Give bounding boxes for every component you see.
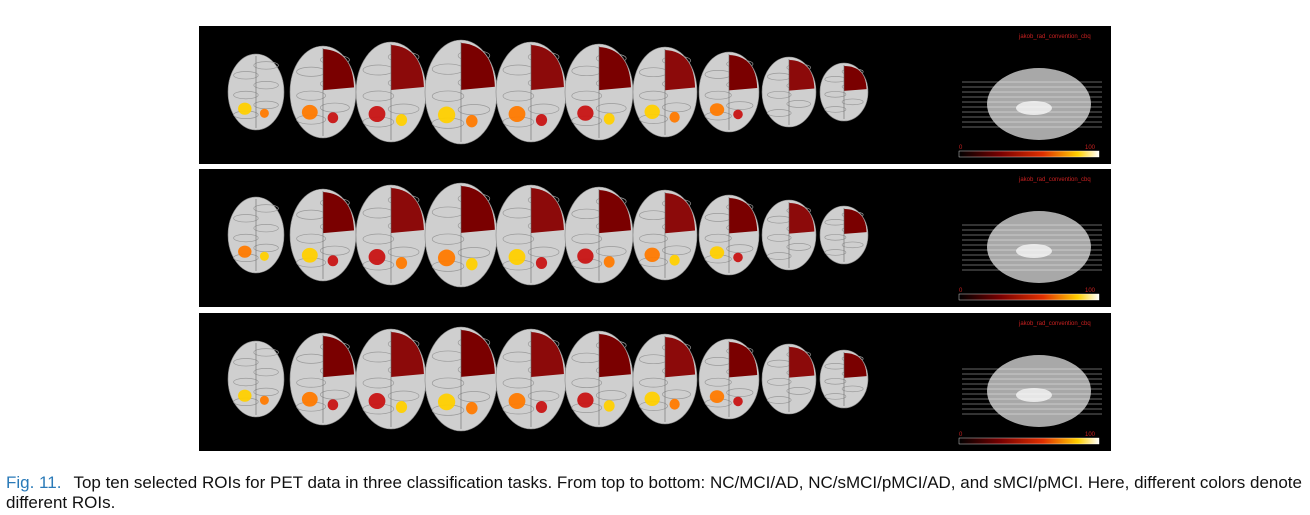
brain-slice: [632, 189, 698, 281]
sagittal-reference: [962, 355, 1102, 427]
brain-slice: [495, 328, 567, 430]
brain-slice: [819, 349, 869, 409]
color-scale-bar: [958, 150, 1100, 158]
brain-slice: [564, 186, 634, 284]
panel-corner-label: jakob_rad_convention_cbq: [1018, 177, 1091, 183]
brain-slice: [227, 340, 285, 418]
panel-1-slices: 0 100 jakob_rad_convention_cbq: [227, 34, 1102, 158]
scale-min-label: 0: [959, 288, 963, 294]
brain-slice: [495, 41, 567, 143]
brain-slice: [698, 194, 760, 276]
brain-slice: [564, 43, 634, 141]
brain-slice-panel-2: 0 100 jakob_rad_convention_cbq: [199, 169, 1111, 307]
panel-2-slices: 0 100 jakob_rad_convention_cbq: [227, 177, 1102, 301]
brain-slice: [495, 184, 567, 286]
caption-label: Fig. 11.: [6, 473, 62, 492]
caption-text: Top ten selected ROIs for PET data in th…: [6, 473, 1302, 512]
brain-slice: [355, 328, 427, 430]
brain-slice: [819, 205, 869, 265]
brain-slice: [761, 56, 817, 128]
sagittal-reference: [962, 68, 1102, 140]
brain-slice: [698, 51, 760, 133]
scale-max-label: 100: [1085, 432, 1096, 438]
sagittal-reference: [962, 211, 1102, 283]
brain-slice: [632, 46, 698, 138]
color-scale-bar: [958, 437, 1100, 445]
scale-min-label: 0: [959, 432, 963, 438]
brain-slice: [227, 53, 285, 131]
brain-slice: [424, 39, 498, 145]
panel-corner-label: jakob_rad_convention_cbq: [1018, 321, 1091, 327]
brain-slice: [424, 326, 498, 432]
brain-slice: [227, 196, 285, 274]
brain-slice: [632, 333, 698, 425]
brain-slice-panel-1: 0 100 jakob_rad_convention_cbq: [199, 26, 1111, 164]
brain-slice: [424, 182, 498, 288]
brain-slice: [761, 343, 817, 415]
scale-min-label: 0: [959, 145, 963, 151]
brain-slice: [355, 184, 427, 286]
brain-slice: [289, 332, 357, 426]
scale-max-label: 100: [1085, 145, 1096, 151]
brain-slice-panel-3: 0 100 jakob_rad_convention_cbq: [199, 313, 1111, 451]
brain-slice: [698, 338, 760, 420]
brain-slice: [355, 41, 427, 143]
brain-slice: [564, 330, 634, 428]
brain-slice: [819, 62, 869, 122]
panel-corner-label: jakob_rad_convention_cbq: [1018, 34, 1091, 40]
color-scale-bar: [958, 293, 1100, 301]
panel-3-slices: 0 100 jakob_rad_convention_cbq: [227, 321, 1102, 445]
scale-max-label: 100: [1085, 288, 1096, 294]
brain-slice: [289, 188, 357, 282]
figure-caption: Fig. 11. Top ten selected ROIs for PET da…: [6, 473, 1306, 513]
brain-slice: [289, 45, 357, 139]
brain-slice: [761, 199, 817, 271]
